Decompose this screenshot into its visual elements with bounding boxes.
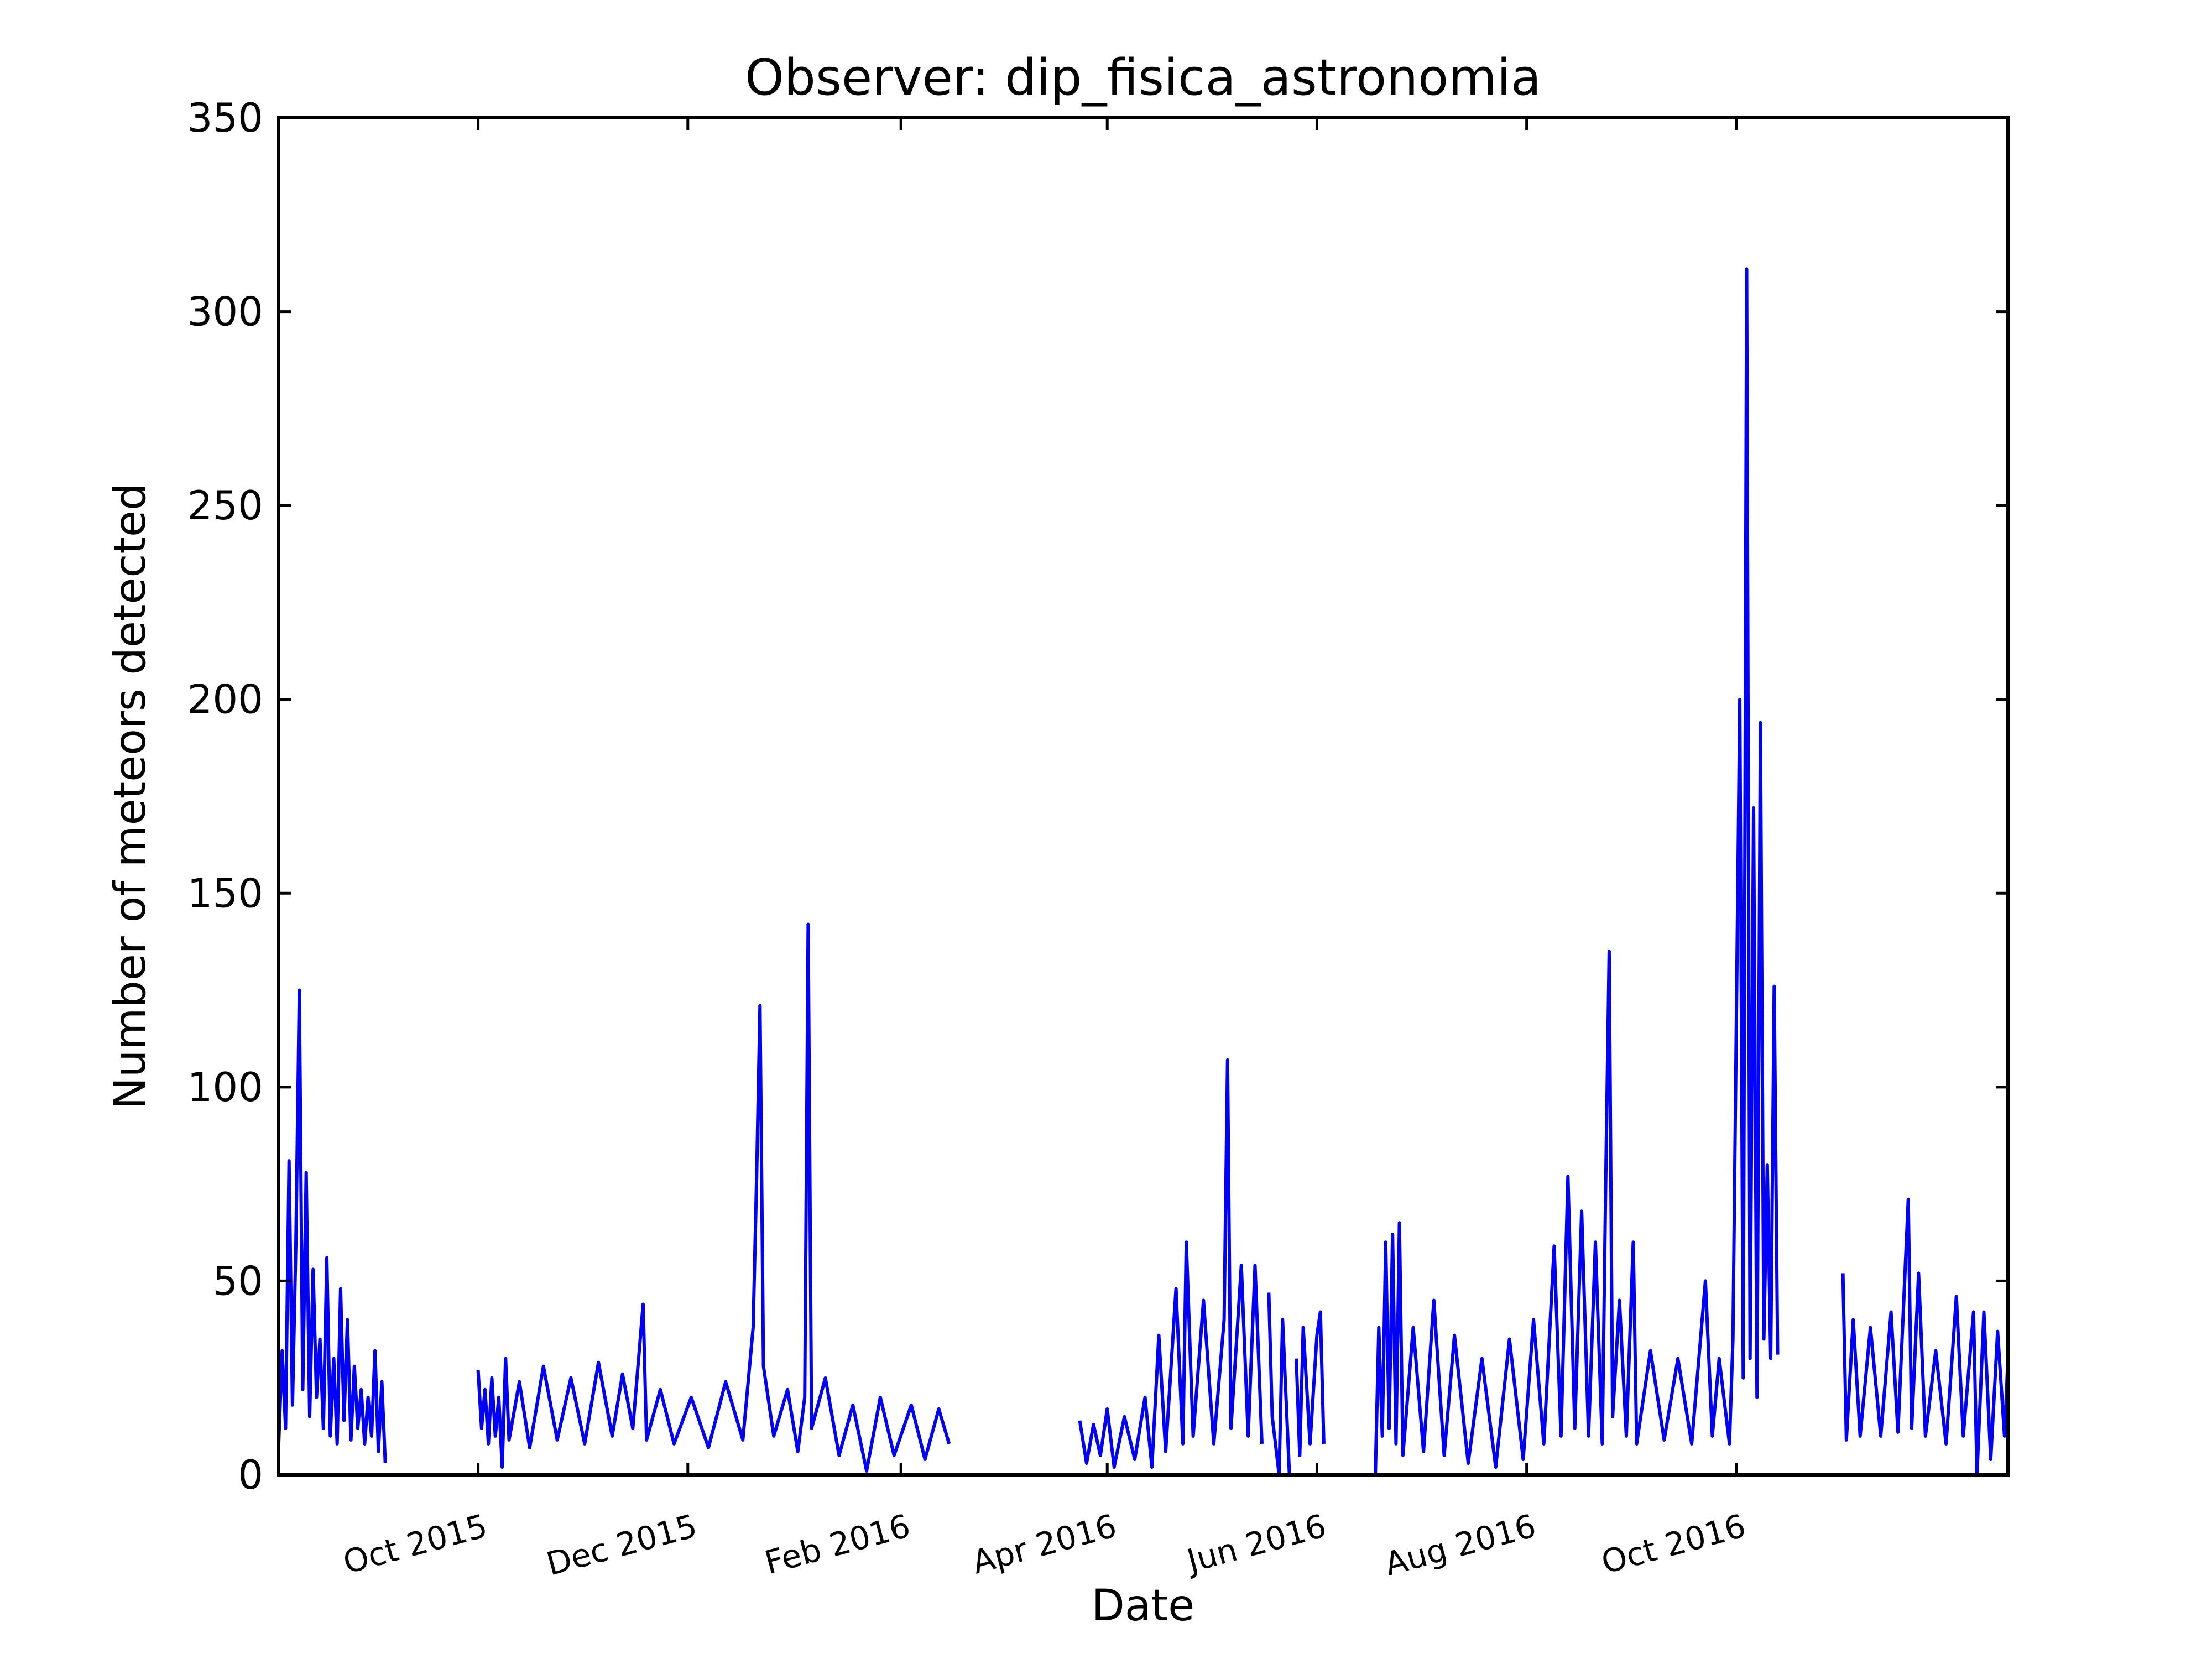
plot-frame <box>277 116 2010 1477</box>
series-line-segment-7 <box>1841 1198 2010 1477</box>
series-line-segment-3 <box>1078 1058 1264 1469</box>
data-series-layer <box>277 267 2010 1477</box>
chart-title: Observer: dip_fisica_astronomia <box>745 49 1541 107</box>
y-tick-label: 350 <box>187 95 263 141</box>
series-line-segment-2 <box>476 922 951 1473</box>
y-tick-label: 250 <box>187 482 263 529</box>
series-line-segment-1 <box>277 988 387 1464</box>
y-tick-label: 150 <box>187 870 263 916</box>
y-tick-label: 0 <box>238 1452 263 1498</box>
y-tick-label: 300 <box>187 289 263 335</box>
y-axis-label: Number of meteors detected <box>106 483 155 1110</box>
y-tick-label: 100 <box>187 1064 263 1110</box>
series-line-segment-6 <box>1374 267 1780 1475</box>
y-tick-label: 200 <box>187 676 263 723</box>
y-tick-label: 50 <box>212 1258 263 1304</box>
series-line-segment-5 <box>1295 1310 1326 1457</box>
x-axis-label: Date <box>1092 1581 1194 1631</box>
